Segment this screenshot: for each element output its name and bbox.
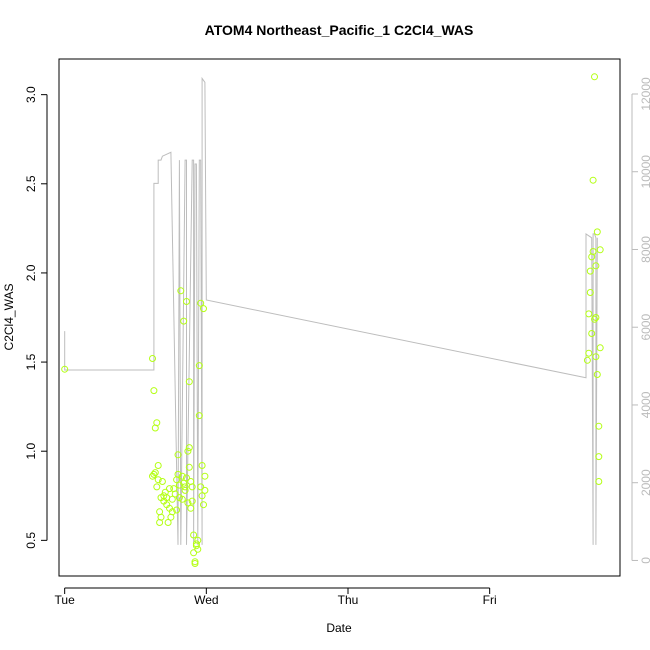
- y-tick-label: 1.5: [24, 353, 38, 370]
- data-point: [185, 463, 193, 471]
- y2-axis: 0 2000 4000 6000 8000 10000 12000: [631, 77, 650, 564]
- data-point: [181, 486, 189, 494]
- data-point: [187, 504, 195, 512]
- data-point: [168, 495, 176, 503]
- data-point: [201, 472, 209, 480]
- data-point: [153, 483, 161, 491]
- y2-tick-label: 12000: [639, 77, 650, 111]
- data-point: [592, 262, 600, 270]
- data-point: [592, 353, 600, 361]
- data-point: [589, 176, 597, 184]
- y-tick-label: 1.0: [24, 443, 38, 460]
- data-point: [61, 365, 69, 373]
- x-tick-label: Thu: [338, 593, 359, 607]
- data-point: [586, 289, 594, 296]
- data-point: [595, 453, 603, 461]
- data-point: [195, 362, 203, 370]
- data-point: [150, 470, 158, 478]
- data-point: [180, 317, 188, 325]
- y-axis: 0.5 1.0 1.5 2.0 2.5 3.0: [24, 86, 48, 549]
- data-point: [157, 513, 165, 521]
- data-point: [173, 506, 181, 514]
- data-point: [593, 228, 601, 236]
- x-axis-label: Date: [326, 621, 352, 635]
- x-tick-label: Fri: [483, 593, 497, 607]
- y-axis-label: C2Cl4_WAS: [2, 284, 16, 351]
- data-point: [596, 246, 604, 254]
- data-point: [595, 422, 603, 430]
- data-point: [171, 490, 179, 498]
- data-point: [195, 412, 203, 420]
- data-point: [585, 310, 593, 318]
- data-point: [595, 478, 603, 485]
- data-point: [185, 444, 193, 452]
- data-point: [200, 305, 207, 313]
- data-point: [166, 485, 173, 493]
- data-point: [191, 560, 199, 567]
- data-point: [149, 355, 156, 362]
- data-point: [589, 248, 597, 255]
- data-point: [151, 469, 159, 477]
- data-point: [197, 299, 205, 307]
- x-tick-label: Wed: [194, 593, 218, 607]
- y-tick-label: 3.0: [24, 86, 38, 103]
- data-point: [178, 495, 186, 503]
- data-point: [198, 462, 206, 469]
- x-axis: Tue Wed Thu Fri: [55, 587, 497, 607]
- data-point: [583, 356, 591, 364]
- data-point: [188, 483, 196, 491]
- data-point: [154, 462, 162, 469]
- data-point: [200, 501, 207, 509]
- data-point: [586, 267, 594, 275]
- y2-tick-label: 10000: [639, 155, 650, 189]
- y-tick-label: 0.5: [24, 532, 38, 549]
- data-point: [197, 483, 205, 491]
- data-point: [178, 472, 186, 480]
- data-point: [174, 451, 182, 459]
- data-point: [591, 73, 598, 81]
- data-point: [168, 508, 176, 516]
- line-series: [64, 76, 598, 545]
- y2-tick-label: 8000: [639, 236, 650, 263]
- y2-tick-label: 0: [639, 557, 650, 564]
- data-point: [164, 519, 172, 526]
- data-point: [184, 499, 192, 507]
- data-point: [183, 474, 190, 482]
- data-point: [198, 492, 206, 500]
- chart-title: ATOM4 Northeast_Pacific_1 C2Cl4_WAS: [205, 22, 474, 38]
- data-point: [190, 549, 198, 557]
- data-point: [158, 478, 166, 485]
- point-series: [61, 73, 604, 567]
- data-point: [153, 419, 161, 427]
- y2-tick-label: 2000: [639, 469, 650, 496]
- y2-tick-label: 4000: [639, 391, 650, 418]
- y-tick-label: 2.5: [24, 175, 38, 192]
- data-point: [190, 531, 198, 539]
- plot-frame: [58, 58, 621, 577]
- data-point: [180, 479, 188, 487]
- data-point: [592, 314, 600, 321]
- y-tick-label: 2.0: [24, 264, 38, 281]
- series-line: [64, 76, 598, 545]
- data-point: [588, 330, 596, 337]
- data-point: [591, 315, 598, 323]
- data-point: [177, 287, 185, 295]
- data-point: [150, 387, 158, 395]
- data-point: [154, 476, 162, 484]
- data-point: [183, 298, 190, 305]
- data-point: [201, 486, 209, 494]
- data-point: [185, 378, 193, 386]
- data-point: [188, 497, 196, 505]
- data-point: [184, 447, 192, 455]
- data-point: [596, 344, 604, 352]
- data-point: [194, 545, 202, 553]
- data-point: [181, 483, 189, 491]
- data-point: [174, 470, 182, 478]
- data-point: [593, 371, 601, 378]
- data-point: [585, 349, 593, 357]
- y2-tick-label: 6000: [639, 314, 650, 341]
- data-point: [194, 536, 202, 544]
- x-tick-label: Tue: [55, 593, 76, 607]
